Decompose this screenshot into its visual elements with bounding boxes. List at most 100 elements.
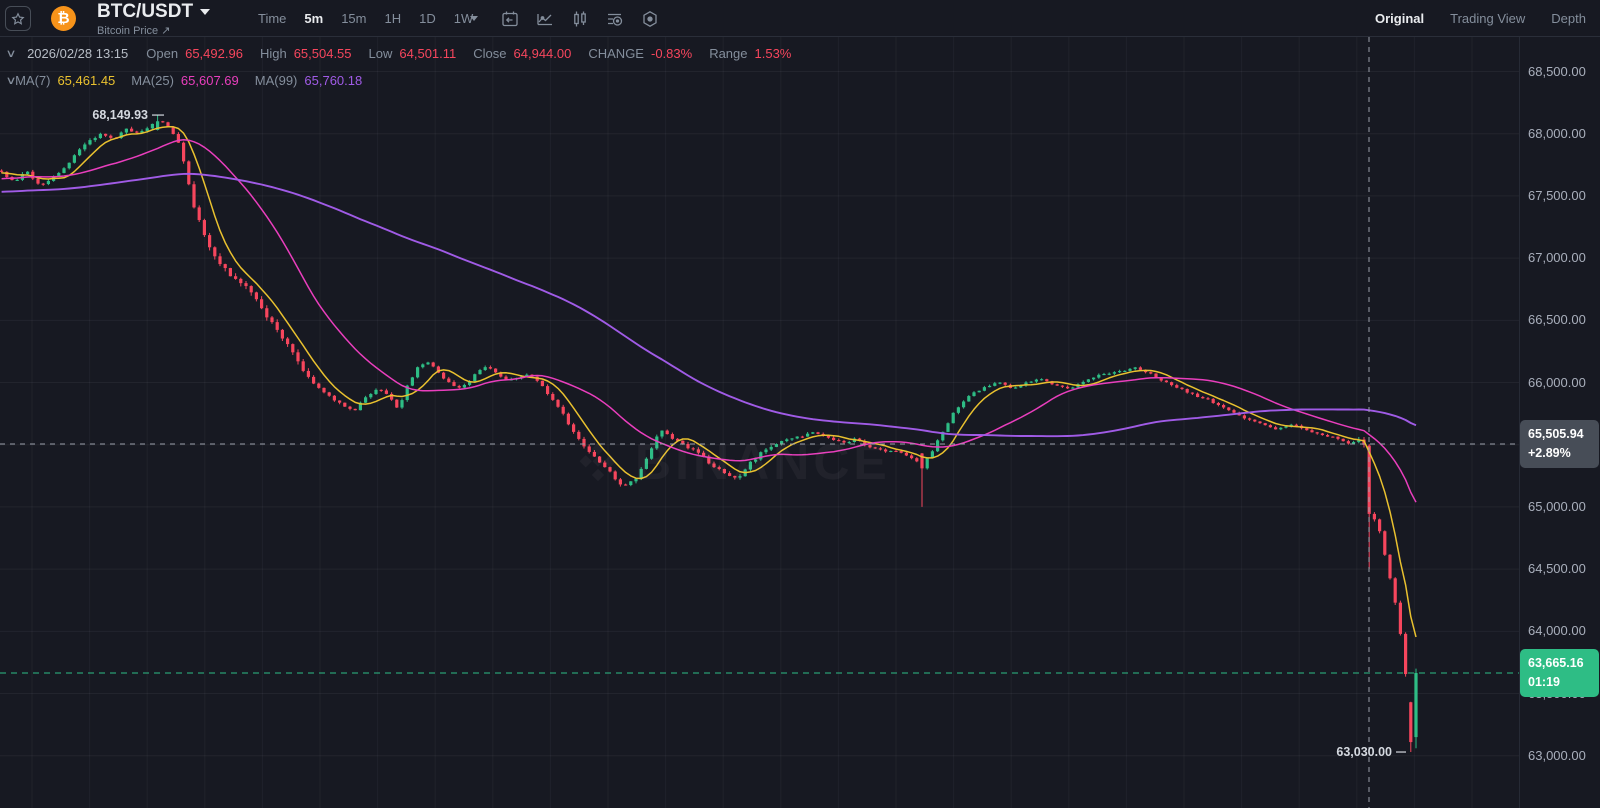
candle-body (1180, 387, 1184, 389)
indicators-icon[interactable] (606, 10, 624, 28)
view-tab-depth[interactable]: Depth (1551, 11, 1586, 26)
candles-icon[interactable] (571, 10, 589, 28)
candle-body (1409, 702, 1413, 743)
ma-line-7 (1, 125, 1417, 638)
candle-body (254, 292, 258, 300)
candle-body (1149, 372, 1153, 374)
candle-body (686, 443, 690, 449)
candle-body (847, 442, 851, 444)
candle-body (1170, 382, 1174, 386)
candle-body (1227, 407, 1231, 411)
ohlc-value: 64,944.00 (513, 46, 572, 61)
interval-dropdown-caret[interactable] (470, 16, 478, 21)
candle-body (431, 362, 435, 367)
candle-body (1216, 403, 1220, 406)
candle-body (618, 479, 622, 485)
candle-body (332, 395, 336, 401)
ma-label: MA(99) (254, 73, 298, 88)
ohlc-label: Low (368, 46, 393, 61)
candle-body (239, 278, 243, 284)
view-tab-original[interactable]: Original (1375, 11, 1425, 26)
candle-body (764, 449, 768, 453)
candle-body (1092, 377, 1096, 380)
symbol-subtitle-link[interactable]: Bitcoin Price ↗ (97, 25, 171, 37)
collapse-chevron-icon[interactable]: ∨ (5, 75, 17, 87)
candle-body (182, 142, 186, 162)
candle-body (31, 171, 35, 179)
ohlc-label: Range (709, 46, 748, 61)
candle-body (577, 431, 581, 439)
interval-tabs: Time 5m 15m 1H 1D 1W (258, 0, 473, 37)
candle-body (1331, 436, 1335, 438)
candle-body (951, 412, 955, 424)
candle-body (1326, 435, 1330, 437)
candle-body (1196, 393, 1200, 398)
candle-body (868, 445, 872, 448)
symbol-block: BTC/USDT Bitcoin Price ↗ (97, 1, 211, 37)
candle-body (993, 383, 997, 386)
candle-body (436, 366, 440, 373)
ma-item-ma25: MA(25) 65,607.69 (131, 73, 238, 88)
candle-body (754, 459, 758, 462)
candle-body (644, 458, 648, 469)
candle-body (41, 183, 45, 185)
candle-body (598, 456, 602, 463)
interval-tab-1w[interactable]: 1W (453, 11, 474, 26)
candle-body (1175, 385, 1179, 388)
interval-tab-1d[interactable]: 1D (419, 11, 436, 26)
candle-body (1253, 419, 1257, 422)
line-chart-icon[interactable] (536, 10, 554, 28)
grid-layer (0, 37, 1519, 808)
candle-body (280, 329, 284, 339)
settings-icon[interactable] (641, 10, 659, 28)
favorite-button[interactable] (5, 6, 31, 31)
candle-body (1352, 442, 1356, 444)
candle-body (1014, 387, 1018, 389)
interval-tab-1h[interactable]: 1H (384, 11, 402, 26)
candle-body (655, 436, 659, 449)
ohlc-field-close: Close 64,944.00 (473, 46, 571, 61)
candle-body (769, 446, 773, 450)
symbol-selector[interactable]: BTC/USDT (97, 1, 211, 23)
star-icon (11, 11, 25, 25)
candle-body (171, 127, 175, 135)
chevron-down-icon (200, 9, 211, 15)
collapse-chevron-icon[interactable]: ∨ (5, 48, 17, 60)
interval-tab-15m[interactable]: 15m (341, 11, 367, 26)
candle-body (1190, 392, 1194, 394)
view-tab-trading-view[interactable]: Trading View (1450, 11, 1526, 26)
candle-body (1019, 385, 1023, 388)
axis-tick: 68,500.00 (1528, 63, 1586, 79)
candle-body (1159, 377, 1163, 381)
candle-body (1294, 424, 1298, 426)
candle-body (442, 372, 446, 379)
candle-body (1034, 379, 1038, 382)
candle-body (1164, 380, 1168, 383)
interval-tab-5m[interactable]: 5m (304, 11, 324, 26)
candle-body (62, 168, 66, 173)
ohlc-value: 65,492.96 (185, 46, 243, 61)
candle-body (395, 399, 399, 408)
calendar-icon[interactable] (501, 10, 519, 28)
candle-body (639, 468, 643, 479)
candle-body (572, 424, 576, 432)
ohlc-label: Close (473, 46, 507, 61)
candle-body (894, 450, 898, 453)
candlestick-chart[interactable]: 68,149.93 63,030.00 (0, 37, 1519, 808)
candle-body (967, 396, 971, 402)
candle-body (348, 406, 352, 409)
candle-body (150, 123, 154, 129)
candle-body (1206, 398, 1210, 400)
candle-body (1211, 398, 1215, 404)
candle-body (728, 473, 732, 476)
chart-toolbar (470, 0, 659, 37)
candle-body (832, 437, 836, 441)
candle-body (1222, 405, 1226, 408)
ma-item-ma7: MA(7) 65,461.45 (15, 73, 115, 88)
candle-body (499, 372, 503, 377)
ma-line-99 (1, 172, 1417, 438)
candle-body (582, 438, 586, 447)
candle-body (208, 235, 212, 248)
candle-body (270, 317, 274, 323)
